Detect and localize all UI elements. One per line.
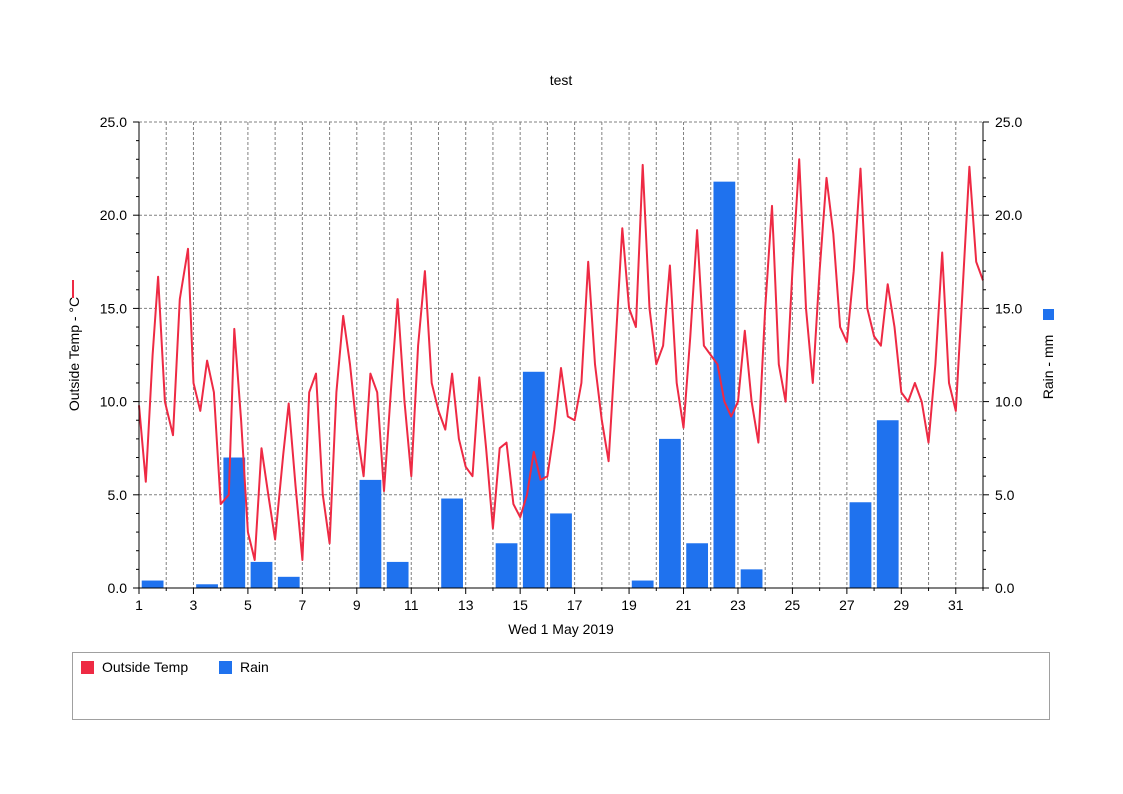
rain-bar (141, 580, 164, 588)
x-tick-label: 21 (676, 597, 692, 613)
rain-bar (277, 576, 300, 588)
rain-bar (686, 543, 709, 588)
x-tick-label: 31 (948, 597, 964, 613)
y-right-title-bar-marker (1043, 309, 1054, 320)
rain-bar (250, 561, 273, 588)
y-left-tick-label: 20.0 (100, 207, 127, 223)
y-axis-right-title: Rain - mm (1040, 335, 1056, 400)
x-tick-label: 11 (404, 597, 419, 613)
axes (133, 121, 989, 594)
rain-bar (876, 420, 899, 588)
chart-title: test (550, 72, 573, 88)
rain-bar (495, 543, 518, 588)
x-tick-label: 1 (135, 597, 143, 613)
y-axis-left-title: Outside Temp - °C (66, 297, 82, 411)
tick-labels: 0.0 5.0 10.0 15.0 20.0 25.0 0.0 5.0 10.0 15.0 20.0… (100, 114, 1023, 613)
rain-bar (522, 371, 545, 588)
legend: Outside Temp Rain (72, 652, 1050, 720)
x-tick-label: 5 (244, 597, 252, 613)
x-tick-label: 23 (730, 597, 746, 613)
y-right-tick-label: 10.0 (995, 394, 1022, 410)
legend-swatch-outside-temp (81, 660, 94, 674)
x-tick-label: 7 (298, 597, 306, 613)
rain-bar (713, 181, 736, 588)
rain-bar (659, 438, 681, 588)
x-tick-label: 29 (894, 597, 910, 613)
y-left-tick-label: 5.0 (108, 487, 128, 503)
temperature-line (138, 158, 984, 561)
x-tick-label: 17 (567, 597, 583, 613)
x-tick-label: 27 (839, 597, 855, 613)
x-tick-label: 15 (512, 597, 528, 613)
legend-swatch-rain (219, 660, 232, 674)
legend-label-outside-temp: Outside Temp (102, 659, 189, 675)
legend-item-outside-temp: Outside Temp (81, 659, 188, 675)
x-axis-title: Wed 1 May 2019 (508, 621, 614, 637)
rain-bar (740, 569, 763, 588)
x-tick-label: 25 (785, 597, 801, 613)
rain-bar (441, 498, 463, 588)
y-right-tick-label: 0.0 (995, 580, 1015, 596)
x-tick-label: 3 (190, 597, 198, 613)
y-left-tick-label: 25.0 (100, 114, 127, 130)
y-right-tick-label: 25.0 (995, 114, 1022, 130)
rain-bar (223, 457, 246, 588)
temperature-line-layer (138, 158, 984, 561)
x-tick-label: 19 (621, 597, 637, 613)
legend-item-rain: Rain (219, 659, 269, 675)
y-right-tick-label: 20.0 (995, 207, 1022, 223)
x-tick-label: 9 (353, 597, 361, 613)
y-left-tick-label: 0.0 (108, 580, 128, 596)
y-right-tick-label: 5.0 (995, 487, 1015, 503)
rain-bar (359, 479, 382, 588)
rain-bar (631, 580, 654, 588)
x-tick-label: 13 (458, 597, 474, 613)
y-left-tick-label: 10.0 (100, 394, 127, 410)
rain-bar (849, 502, 872, 588)
y-right-tick-label: 15.0 (995, 300, 1022, 316)
y-left-tick-label: 15.0 (100, 300, 127, 316)
legend-label-rain: Rain (240, 659, 269, 675)
rain-bar (550, 513, 572, 588)
rain-bar (386, 561, 409, 588)
rain-bar (196, 584, 218, 588)
